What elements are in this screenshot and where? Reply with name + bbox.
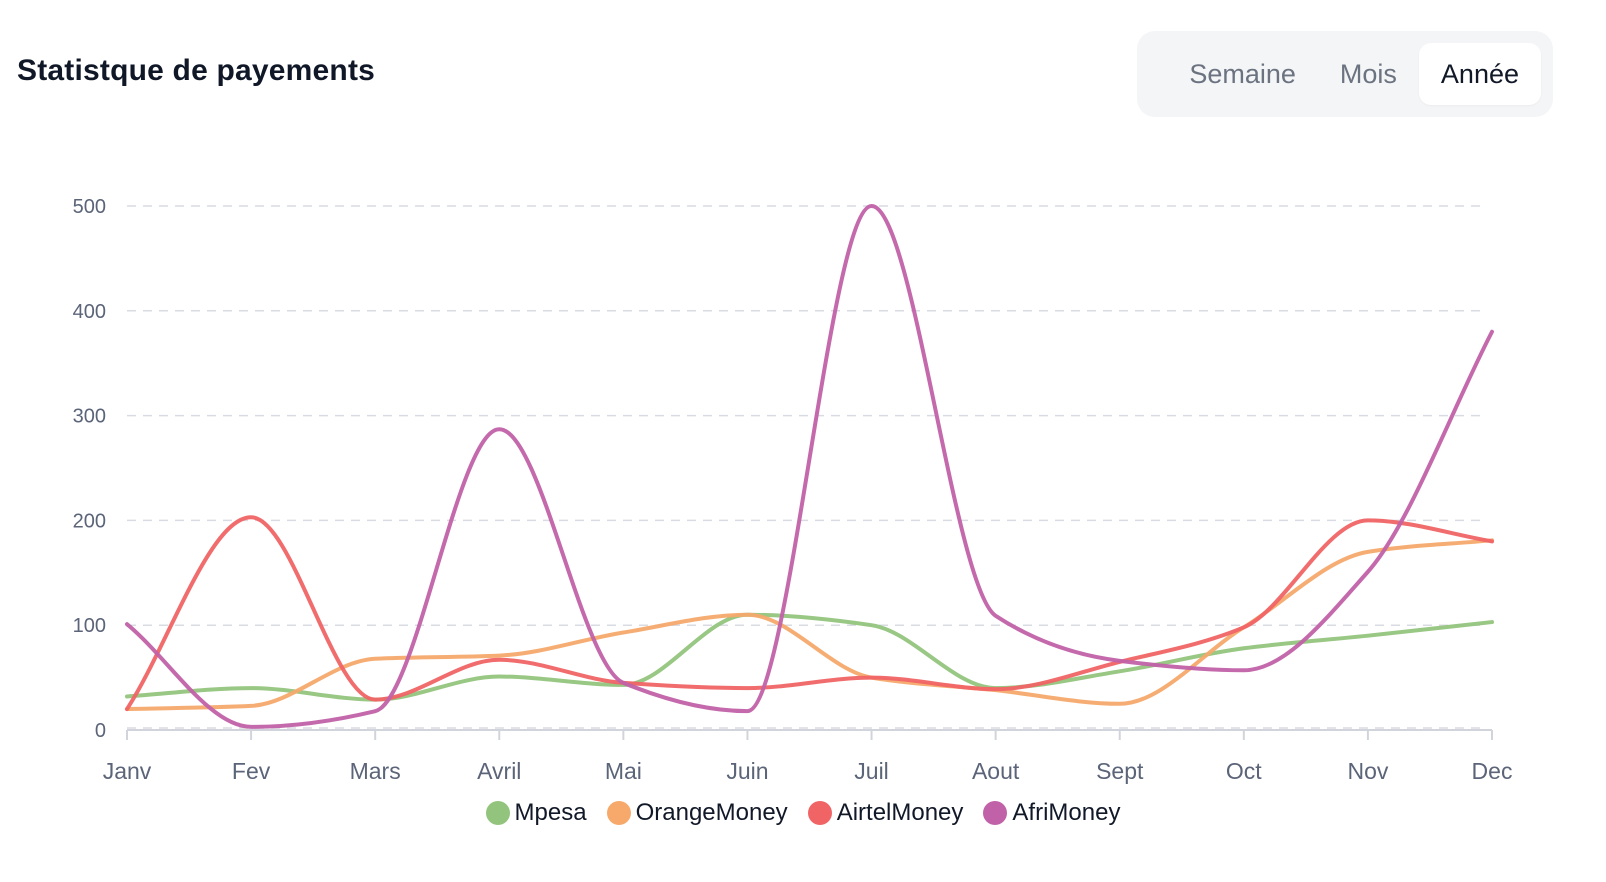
legend-item-afrimoney[interactable]: AfriMoney bbox=[983, 799, 1120, 827]
x-tick-label: Juil bbox=[854, 758, 889, 784]
legend-label-mpesa: Mpesa bbox=[514, 799, 587, 826]
y-tick-label: 200 bbox=[73, 510, 106, 532]
x-tick-label: Sept bbox=[1096, 758, 1144, 784]
x-tick-label: Nov bbox=[1347, 758, 1388, 784]
x-tick-label: Avril bbox=[477, 758, 521, 784]
x-tick-label: Juin bbox=[726, 758, 768, 784]
x-tick-label: Dec bbox=[1472, 758, 1513, 784]
y-tick-label: 0 bbox=[95, 720, 106, 742]
x-tick-label: Janv bbox=[103, 758, 152, 784]
y-tick-label: 500 bbox=[73, 196, 106, 218]
x-tick-label: Mai bbox=[605, 758, 642, 784]
legend-item-orangemoney[interactable]: OrangeMoney bbox=[606, 799, 788, 827]
period-month-button[interactable]: Mois bbox=[1339, 58, 1397, 89]
x-tick-label: Oct bbox=[1226, 758, 1262, 784]
chart-legend: Mpesa OrangeMoney AirtelMoney AfriMoney bbox=[0, 796, 1606, 830]
series-line-afrimoney bbox=[125, 204, 1494, 729]
legend-item-airtelmoney[interactable]: AirtelMoney bbox=[807, 799, 964, 827]
x-tick-label: Mars bbox=[350, 758, 401, 784]
y-tick-label: 400 bbox=[73, 301, 106, 323]
series-line-mpesa bbox=[125, 612, 1494, 702]
legend-marker-orangemoney bbox=[606, 801, 631, 825]
legend-label-orangemoney: OrangeMoney bbox=[635, 799, 788, 826]
period-year-button[interactable]: Année bbox=[1418, 43, 1541, 105]
x-tick-label: Aout bbox=[972, 758, 1020, 784]
series-line-airtelmoney bbox=[125, 515, 1494, 712]
period-selector: Semaine Mois Année bbox=[1137, 31, 1553, 117]
y-tick-label: 300 bbox=[73, 406, 106, 428]
chart-title: Statistque de payements bbox=[17, 54, 376, 87]
period-week-button[interactable]: Semaine bbox=[1189, 58, 1296, 89]
legend-marker-afrimoney bbox=[983, 801, 1008, 825]
legend-item-mpesa[interactable]: Mpesa bbox=[485, 799, 587, 827]
y-tick-label: 100 bbox=[73, 615, 106, 637]
x-tick-label: Fev bbox=[232, 758, 271, 784]
legend-marker-airtelmoney bbox=[807, 801, 832, 825]
legend-label-afrimoney: AfriMoney bbox=[1012, 799, 1121, 826]
legend-label-airtelmoney: AirtelMoney bbox=[836, 799, 964, 826]
legend-marker-mpesa bbox=[485, 801, 510, 825]
